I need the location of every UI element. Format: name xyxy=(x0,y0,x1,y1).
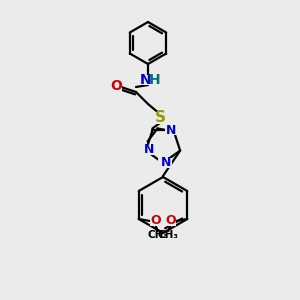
FancyBboxPatch shape xyxy=(158,158,172,168)
FancyBboxPatch shape xyxy=(150,216,162,226)
Text: N: N xyxy=(144,143,154,156)
Text: N: N xyxy=(140,73,152,87)
FancyBboxPatch shape xyxy=(165,125,178,135)
Text: O: O xyxy=(150,214,161,227)
Text: S: S xyxy=(154,110,166,125)
FancyBboxPatch shape xyxy=(141,145,155,154)
FancyBboxPatch shape xyxy=(153,112,167,124)
FancyBboxPatch shape xyxy=(137,75,157,85)
Text: N: N xyxy=(165,124,176,137)
Text: CH₃: CH₃ xyxy=(158,230,179,240)
FancyBboxPatch shape xyxy=(110,81,122,91)
Text: O: O xyxy=(165,214,175,227)
FancyBboxPatch shape xyxy=(164,216,176,226)
Text: O: O xyxy=(110,79,122,93)
Text: H: H xyxy=(149,73,161,87)
Text: N: N xyxy=(161,157,171,169)
Text: CH₃: CH₃ xyxy=(147,230,168,240)
